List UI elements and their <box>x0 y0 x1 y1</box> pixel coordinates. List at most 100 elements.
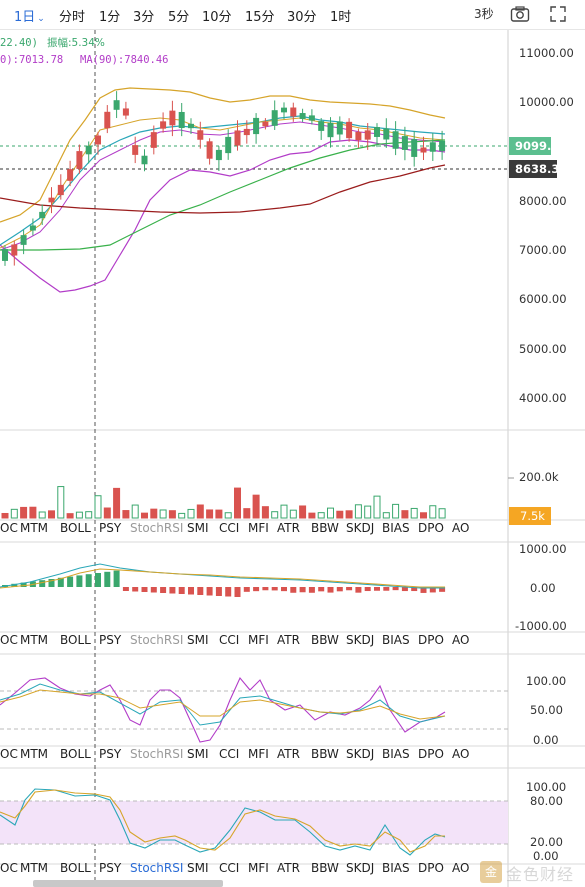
indicator-tab-cci[interactable]: CCI <box>219 633 239 647</box>
indicator-tab-oc[interactable]: OC <box>0 521 18 535</box>
macd-bar <box>206 587 213 596</box>
indicator-tab-mtm[interactable]: MTM <box>20 633 48 647</box>
indicator-tab-ao[interactable]: AO <box>452 861 469 875</box>
period-tab-15m[interactable]: 15分 <box>245 10 275 25</box>
ma-left-label: 0):7013.78 <box>0 54 63 66</box>
period-tab-10m[interactable]: 10分 <box>202 10 232 25</box>
camera-icon[interactable] <box>510 5 530 23</box>
indicator-tab-mtm[interactable]: MTM <box>20 861 48 875</box>
candle-body <box>271 110 278 126</box>
horizontal-scrollbar[interactable] <box>33 880 223 887</box>
indicator-tab-bbw[interactable]: BBW <box>311 747 339 761</box>
volume-bar <box>159 509 167 519</box>
indicator-tab-atr[interactable]: ATR <box>277 747 300 761</box>
indicator-tab-oc[interactable]: OC <box>0 861 18 875</box>
indicator-tab-atr[interactable]: ATR <box>277 861 300 875</box>
period-tab-1m[interactable]: 1分 <box>99 10 121 25</box>
indicator-tab-skdj[interactable]: SKDJ <box>346 861 374 875</box>
indicator-tab-psy[interactable]: PSY <box>99 521 122 535</box>
watermark: 金 金色财经 <box>480 858 584 886</box>
indicator-tab-boll[interactable]: BOLL <box>60 633 91 647</box>
indicator-tab-bbw[interactable]: BBW <box>311 633 339 647</box>
candle-body <box>39 211 46 219</box>
indicator-tab-dpo[interactable]: DPO <box>418 747 444 761</box>
candle-body <box>29 225 36 231</box>
indicator-tab-smi[interactable]: SMI <box>187 747 209 761</box>
indicator-tab-stochrsi[interactable]: StochRSI <box>130 633 183 647</box>
macd-dif-line <box>0 563 445 589</box>
volume-bar <box>57 486 65 519</box>
refresh-interval-dropdown[interactable]: 3秒 <box>474 7 494 21</box>
indicator-tab-dpo[interactable]: DPO <box>418 521 444 535</box>
indicator-tab-mfi[interactable]: MFI <box>248 633 269 647</box>
indicator-tab-psy[interactable]: PSY <box>99 633 122 647</box>
indicator-tab-psy[interactable]: PSY <box>99 861 122 875</box>
macd-bar <box>122 587 129 591</box>
indicator-tab-ao[interactable]: AO <box>452 633 469 647</box>
indicator-tab-dpo[interactable]: DPO <box>418 633 444 647</box>
expand-icon[interactable] <box>548 5 568 23</box>
period-tab-30m[interactable]: 30分 <box>287 10 317 25</box>
indicator-tab-bias[interactable]: BIAS <box>382 747 410 761</box>
macd-dea-line <box>0 568 445 589</box>
indicator-tab-smi[interactable]: SMI <box>187 861 209 875</box>
indicator-tab-bias[interactable]: BIAS <box>382 633 410 647</box>
ref-price-value: 8638.32 <box>515 162 567 176</box>
indicator-tab-ao[interactable]: AO <box>452 747 469 761</box>
stoch-tick-80: 80.00 <box>530 794 563 808</box>
volume-tag <box>509 507 551 525</box>
volume-bar <box>354 504 362 519</box>
watermark-text: 金色财经 <box>506 865 575 884</box>
ma-purple-short-line <box>0 121 446 251</box>
indicator-tab-oc[interactable]: OC <box>0 633 18 647</box>
volume-bar <box>289 509 297 519</box>
indicator-tab-mtm[interactable]: MTM <box>20 747 48 761</box>
indicator-tab-bbw[interactable]: BBW <box>311 521 339 535</box>
volume-bar <box>94 495 102 519</box>
period-1d-dropdown[interactable]: 1日 ⌄ <box>14 10 45 25</box>
period-tab-5m[interactable]: 5分 <box>168 10 190 25</box>
indicator-tab-mfi[interactable]: MFI <box>248 861 269 875</box>
indicator-tab-cci[interactable]: CCI <box>219 747 239 761</box>
indicator-tab-atr[interactable]: ATR <box>277 521 300 535</box>
indicator-tab-skdj[interactable]: SKDJ <box>346 747 374 761</box>
indicator-tab-skdj[interactable]: SKDJ <box>346 633 374 647</box>
macd-bar <box>262 587 269 591</box>
candle-body <box>262 121 269 127</box>
indicator-tab-oc[interactable]: OC <box>0 747 18 761</box>
indicator-tab-boll[interactable]: BOLL <box>60 861 91 875</box>
period-tab-1h[interactable]: 1时 <box>330 10 352 25</box>
period-tab-3m[interactable]: 3分 <box>133 10 155 25</box>
indicator-tab-smi[interactable]: SMI <box>187 521 209 535</box>
volume-bar <box>131 504 139 519</box>
indicator-tab-boll[interactable]: BOLL <box>60 747 91 761</box>
indicator-tab-mtm[interactable]: MTM <box>20 521 48 535</box>
candle-body <box>327 122 334 138</box>
indicator-tab-bias[interactable]: BIAS <box>382 521 410 535</box>
chart-area[interactable]: 22.40) 振幅:5.34% 0):7013.78 MA(90):7840.4… <box>0 30 585 887</box>
indicator-tab-bbw[interactable]: BBW <box>311 861 339 875</box>
indicator-tab-boll[interactable]: BOLL <box>60 521 91 535</box>
indicator-tab-dpo[interactable]: DPO <box>418 861 444 875</box>
indicator-tab-bias[interactable]: BIAS <box>382 861 410 875</box>
indicator-tab-atr[interactable]: ATR <box>277 633 300 647</box>
volume-bar <box>187 508 195 519</box>
macd-bar <box>253 587 260 592</box>
indicator-tab-ao[interactable]: AO <box>452 521 469 535</box>
volume-bar <box>10 508 18 519</box>
indicator-tab-stochrsi[interactable]: StochRSI <box>130 747 183 761</box>
candle-body <box>85 145 92 155</box>
indicator-tab-skdj[interactable]: SKDJ <box>346 521 374 535</box>
indicator-tab-mfi[interactable]: MFI <box>248 747 269 761</box>
macd-bar <box>243 587 250 592</box>
indicator-tab-smi[interactable]: SMI <box>187 633 209 647</box>
indicator-tab-cci[interactable]: CCI <box>219 861 239 875</box>
period-tab-fenshi[interactable]: 分时 <box>59 10 86 25</box>
indicator-tab-cci[interactable]: CCI <box>219 521 239 535</box>
indicator-tab-stochrsi[interactable]: StochRSI <box>130 521 183 535</box>
indicator-tab-psy[interactable]: PSY <box>99 747 122 761</box>
current-price-value: 9099.99 <box>515 139 567 153</box>
candle-body <box>122 108 129 116</box>
indicator-tab-stochrsi[interactable]: StochRSI <box>130 861 183 875</box>
indicator-tab-mfi[interactable]: MFI <box>248 521 269 535</box>
